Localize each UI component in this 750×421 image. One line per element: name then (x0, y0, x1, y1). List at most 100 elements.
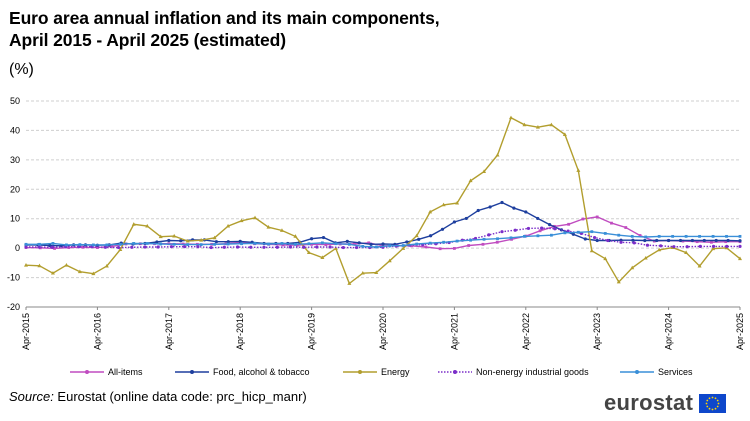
data-point (424, 245, 428, 249)
data-point (595, 215, 599, 219)
data-point (738, 256, 742, 261)
data-point (199, 243, 203, 247)
data-point (455, 239, 459, 243)
data-point (522, 122, 527, 127)
data-point (631, 238, 635, 242)
data-point (684, 234, 688, 238)
data-point (630, 234, 634, 238)
data-point (536, 234, 540, 238)
data-point (496, 237, 499, 241)
data-point (196, 245, 200, 249)
data-point (476, 208, 480, 213)
data-point (725, 234, 728, 238)
data-point (438, 247, 442, 251)
data-point (510, 237, 513, 241)
data-point (644, 235, 648, 239)
data-point (334, 242, 338, 246)
data-point (482, 169, 487, 174)
data-point (738, 244, 742, 248)
data-point (367, 241, 371, 245)
data-point (360, 270, 365, 275)
data-point (576, 168, 581, 172)
flag-star-icon (706, 405, 709, 407)
data-point (24, 245, 28, 249)
x-tick-label: Apr-2021 (449, 313, 459, 350)
data-point (632, 241, 636, 245)
data-point (65, 243, 68, 247)
data-point (345, 239, 349, 243)
data-point (684, 250, 689, 254)
eurostat-logo: eurostat (604, 390, 727, 416)
data-point (512, 206, 516, 210)
y-tick-label: 30 (10, 155, 20, 165)
legend-label: Non-energy industrial goods (476, 367, 589, 377)
data-point (482, 237, 486, 241)
flag-star-icon (706, 399, 709, 401)
data-point (38, 242, 41, 246)
legend-marker (635, 370, 639, 374)
data-point (678, 238, 683, 243)
source-note: Source: Eurostat (online data code: prc_… (9, 389, 307, 404)
data-point (266, 225, 271, 229)
data-point (281, 243, 285, 247)
data-point (288, 245, 293, 249)
data-point (267, 242, 270, 246)
data-point (538, 229, 542, 233)
flag-star-icon (717, 405, 719, 407)
data-point (37, 245, 41, 249)
data-point (110, 244, 114, 248)
data-point (711, 246, 716, 251)
data-point (616, 279, 621, 284)
data-point (645, 243, 650, 247)
data-point (540, 226, 544, 230)
data-point (417, 237, 421, 241)
data-point (328, 245, 332, 249)
data-point (294, 242, 297, 246)
data-point (401, 244, 405, 247)
data-point (452, 220, 456, 224)
data-point (535, 124, 540, 129)
data-point (172, 242, 176, 246)
y-tick-label: 50 (10, 96, 20, 106)
data-point (508, 115, 513, 120)
legend-marker (453, 370, 457, 374)
data-point (235, 245, 240, 249)
data-point (209, 245, 213, 250)
data-point (526, 226, 531, 231)
data-point (523, 234, 526, 238)
y-tick-label: 20 (10, 184, 20, 194)
data-point (302, 245, 306, 249)
data-point (50, 270, 55, 275)
data-point (495, 240, 499, 244)
data-point (714, 238, 718, 243)
x-tick-label: Apr-2019 (307, 313, 317, 350)
data-point (214, 240, 218, 244)
data-point (279, 228, 284, 232)
y-tick-label: 0 (15, 243, 20, 253)
flag-star-icon (711, 396, 714, 398)
data-point (249, 245, 253, 249)
data-point (130, 245, 134, 249)
x-tick-label: Apr-2020 (378, 313, 388, 350)
data-point (667, 238, 671, 243)
data-point (414, 233, 419, 238)
data-point (320, 255, 325, 259)
x-tick-label: Apr-2018 (235, 313, 245, 350)
y-tick-label: -20 (7, 302, 20, 312)
data-point (118, 247, 123, 252)
data-point (657, 234, 661, 238)
flag-star-icon (717, 402, 720, 404)
data-point (159, 242, 163, 246)
flag-star-icon (711, 408, 714, 410)
data-point (357, 241, 361, 245)
data-point (374, 270, 379, 274)
data-point (131, 222, 136, 226)
data-point (306, 250, 311, 254)
data-point (702, 238, 706, 243)
data-point (132, 242, 136, 245)
x-tick-label: Apr-2023 (592, 313, 602, 350)
data-point (726, 238, 730, 243)
data-point (698, 234, 701, 238)
data-point (226, 223, 231, 228)
data-point (455, 200, 460, 205)
